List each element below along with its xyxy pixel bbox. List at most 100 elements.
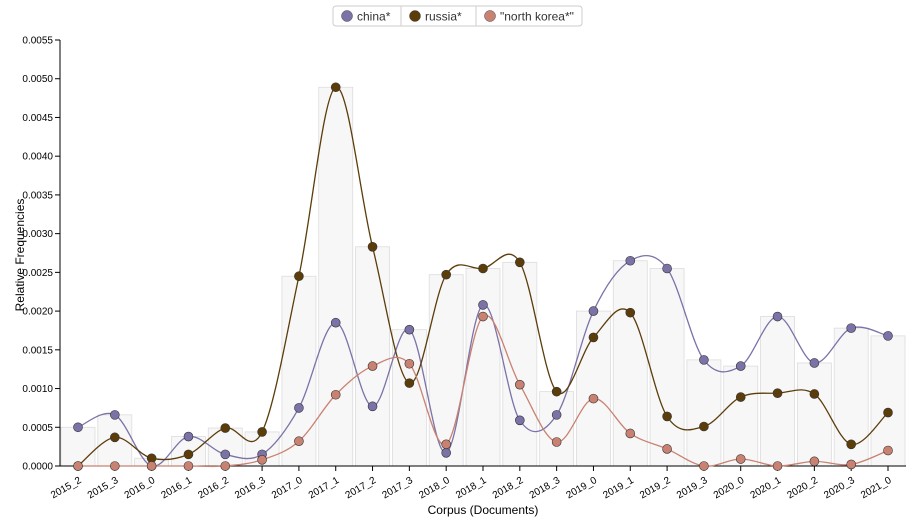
- data-point: [220, 449, 231, 460]
- data-point: [330, 317, 341, 328]
- data-point: [699, 461, 709, 471]
- data-point: [846, 439, 856, 450]
- y-axis: 0.0000 0.0005 0.0010 0.0015 0.0020 0.0025 0.00…: [22, 36, 61, 473]
- x-tick-label: 2017_0: [270, 475, 305, 501]
- data-point: [220, 423, 231, 433]
- data-point: [588, 393, 599, 404]
- y-tick-label: 0.0005: [22, 423, 53, 434]
- data-point: [883, 407, 893, 418]
- data-point: [662, 444, 672, 454]
- data-point: [625, 255, 636, 266]
- y-tick-label: 0.0055: [22, 36, 53, 47]
- y-tick-label: 0.0015: [22, 345, 53, 356]
- data-point: [110, 432, 120, 443]
- bar-2017_2: [355, 246, 390, 467]
- data-point: [846, 323, 856, 333]
- data-point: [404, 324, 415, 335]
- data-point: [220, 461, 231, 471]
- x-tick-label: 2020_2: [785, 475, 820, 501]
- x-tick-label: 2016_2: [196, 475, 231, 501]
- data-point: [772, 388, 783, 398]
- data-point: [551, 437, 562, 447]
- y-tick-label: 0.0025: [22, 268, 53, 279]
- y-tick-label: 0.0010: [22, 384, 53, 395]
- x-tick-label: 2018_0: [417, 475, 452, 501]
- bar-2021_0: [870, 335, 906, 467]
- x-tick-label: 2018_3: [528, 475, 563, 501]
- data-point: [588, 306, 599, 316]
- bar-2019_2: [649, 268, 685, 467]
- data-point: [330, 389, 341, 400]
- data-point: [588, 332, 599, 343]
- legend-swatch: [341, 10, 353, 22]
- bar-2019_3: [686, 359, 722, 467]
- data-point: [662, 263, 672, 274]
- x-tick-label: 2019_2: [638, 475, 673, 501]
- data-point: [478, 263, 488, 274]
- x-tick-label: 2020_0: [712, 475, 747, 501]
- x-axis-title: Corpus (Documents): [428, 503, 539, 517]
- data-point: [441, 439, 451, 450]
- x-tick-label: 2020_3: [822, 475, 857, 501]
- data-point: [515, 379, 525, 390]
- data-point: [110, 410, 120, 420]
- bar-2020_2: [796, 362, 832, 467]
- data-point: [809, 389, 820, 399]
- data-point: [883, 331, 893, 341]
- y-tick-label: 0.0035: [22, 190, 53, 201]
- data-point: [846, 459, 856, 470]
- x-tick-label: 2019_1: [601, 475, 636, 501]
- legend-item[interactable]: china*: [341, 10, 391, 24]
- data-point: [625, 307, 636, 318]
- x-tick-label: 2015_2: [49, 475, 84, 501]
- x-tick-label: 2019_3: [675, 475, 710, 501]
- data-point: [515, 415, 525, 426]
- legend-swatch: [484, 10, 496, 22]
- legend-item[interactable]: "north korea*": [484, 10, 574, 24]
- data-point: [404, 378, 415, 388]
- data-point: [330, 82, 341, 93]
- legend-item[interactable]: russia*: [409, 10, 463, 24]
- data-point: [367, 361, 378, 371]
- data-point: [772, 461, 783, 471]
- data-point: [772, 311, 783, 322]
- bar-2018_3: [539, 391, 575, 467]
- x-tick-label: 2017_2: [344, 475, 379, 501]
- legend-label: russia*: [425, 10, 462, 24]
- data-point: [146, 461, 157, 471]
- legend[interactable]: china* russia* "north korea*": [332, 5, 583, 27]
- bar-2018_2: [502, 261, 538, 467]
- bar-2018_0: [428, 274, 464, 467]
- data-point: [662, 411, 672, 422]
- legend-label: "north korea*": [500, 10, 574, 24]
- data-point: [367, 401, 378, 412]
- y-tick-label: 0.0045: [22, 113, 53, 124]
- x-tick-label: 2016_3: [233, 475, 268, 501]
- bar-2017_3: [391, 329, 427, 467]
- data-point: [441, 448, 451, 458]
- data-point: [809, 358, 820, 368]
- y-tick-label: 0.0030: [22, 229, 53, 240]
- data-point: [257, 427, 267, 437]
- x-tick-label: 2021_0: [859, 475, 894, 501]
- data-point: [257, 455, 267, 465]
- data-point: [625, 428, 636, 439]
- x-axis: 2015_2 2015_3 2016_0 2016_1 2016_2 2016_3 2017…: [49, 465, 906, 501]
- legend-box: [332, 5, 583, 27]
- data-point: [110, 461, 120, 471]
- legend-swatch: [409, 10, 421, 22]
- data-point: [809, 456, 820, 467]
- x-tick-label: 2016_0: [123, 475, 158, 501]
- data-point: [73, 422, 83, 433]
- data-point: [883, 445, 893, 456]
- data-point: [515, 257, 525, 268]
- data-point: [699, 355, 709, 365]
- x-tick-label: 2017_3: [380, 475, 415, 501]
- bar-2017_0: [281, 275, 317, 467]
- data-point: [183, 461, 194, 471]
- x-tick-label: 2019_0: [565, 475, 600, 501]
- bars-group: [60, 86, 906, 467]
- series-points: [73, 82, 893, 471]
- data-point: [478, 311, 488, 322]
